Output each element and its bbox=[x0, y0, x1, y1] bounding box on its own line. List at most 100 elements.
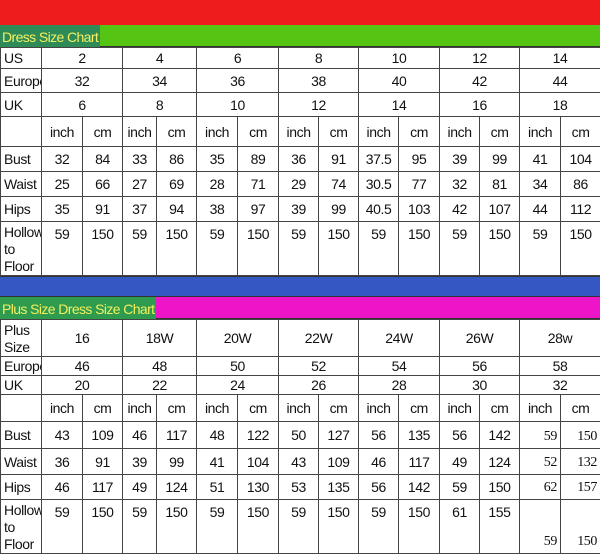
size-value: 28w bbox=[520, 320, 600, 357]
measure-value: 107 bbox=[480, 197, 520, 222]
measure-value: 122 bbox=[238, 422, 279, 449]
measure-value: 89 bbox=[238, 147, 279, 172]
measure-value: 30.5 bbox=[359, 172, 399, 197]
measure-value: 36 bbox=[279, 147, 319, 172]
measure-value: 112 bbox=[561, 197, 600, 222]
measure-value: 95 bbox=[399, 147, 440, 172]
measure-value: 32 bbox=[42, 147, 83, 172]
measure-value: 59 bbox=[359, 222, 399, 276]
measure-value: 59 bbox=[440, 222, 480, 276]
measure-value: 157 bbox=[561, 475, 600, 500]
measure-label: Hollow to Floor bbox=[1, 500, 42, 554]
size-value: 52 bbox=[279, 357, 359, 376]
empty-cell bbox=[1, 395, 42, 422]
measure-label: Waist bbox=[1, 449, 42, 475]
measure-value: 43 bbox=[279, 449, 319, 475]
measure-value: 39 bbox=[440, 147, 480, 172]
size-value: 22 bbox=[123, 376, 197, 395]
measure-value: 104 bbox=[238, 449, 279, 475]
unit-cm: cm bbox=[238, 117, 279, 147]
size-value: 8 bbox=[123, 93, 197, 117]
size-value: 26W bbox=[440, 320, 520, 357]
measure-value: 104 bbox=[561, 147, 600, 172]
measure-label: Bust bbox=[1, 147, 42, 172]
measure-value: 56 bbox=[440, 422, 480, 449]
measure-value: 46 bbox=[123, 422, 157, 449]
measure-label: Bust bbox=[1, 422, 42, 449]
unit-cm: cm bbox=[561, 117, 600, 147]
measure-value: 50 bbox=[279, 422, 319, 449]
measure-value: 39 bbox=[279, 197, 319, 222]
measure-value: 69 bbox=[157, 172, 197, 197]
measure-value: 46 bbox=[42, 475, 83, 500]
measure-label: Hips bbox=[1, 197, 42, 222]
measure-value: 84 bbox=[83, 147, 123, 172]
measure-value: 51 bbox=[197, 475, 238, 500]
measure-value: 27 bbox=[123, 172, 157, 197]
measure-value: 150 bbox=[238, 222, 279, 276]
unit-inch: inch bbox=[197, 117, 238, 147]
measure-value: 59 bbox=[123, 222, 157, 276]
unit-inch: inch bbox=[42, 117, 83, 147]
size-value: 16 bbox=[440, 93, 520, 117]
plus-size-table: Plus Size1618W20W22W24W26W28wEurope46485… bbox=[0, 319, 600, 554]
measure-value: 150 bbox=[561, 500, 600, 554]
size-value: 12 bbox=[440, 48, 520, 69]
size-value: 32 bbox=[42, 69, 123, 93]
measure-value: 59 bbox=[520, 222, 561, 276]
size-value: 42 bbox=[440, 69, 520, 93]
unit-cm: cm bbox=[399, 395, 440, 422]
measure-value: 46 bbox=[359, 449, 399, 475]
unit-inch: inch bbox=[279, 117, 319, 147]
measure-value: 91 bbox=[83, 449, 123, 475]
size-value: 2 bbox=[42, 48, 123, 69]
divider-bar bbox=[0, 276, 600, 297]
unit-cm: cm bbox=[480, 117, 520, 147]
measure-value: 155 bbox=[480, 500, 520, 554]
size-value: 6 bbox=[197, 48, 279, 69]
size-value: 14 bbox=[359, 93, 440, 117]
size-value: 48 bbox=[123, 357, 197, 376]
measure-value: 150 bbox=[157, 500, 197, 554]
measure-value: 59 bbox=[123, 500, 157, 554]
size-value: 20 bbox=[42, 376, 123, 395]
measure-value: 117 bbox=[157, 422, 197, 449]
unit-inch: inch bbox=[359, 395, 399, 422]
size-value: 8 bbox=[279, 48, 359, 69]
size-value: 18 bbox=[520, 93, 600, 117]
measure-value: 56 bbox=[359, 422, 399, 449]
measure-value: 36 bbox=[42, 449, 83, 475]
size-value: 36 bbox=[197, 69, 279, 93]
measure-value: 66 bbox=[83, 172, 123, 197]
measure-value: 142 bbox=[399, 475, 440, 500]
measure-value: 103 bbox=[399, 197, 440, 222]
measure-value: 42 bbox=[440, 197, 480, 222]
measure-value: 53 bbox=[279, 475, 319, 500]
size-value: 26 bbox=[279, 376, 359, 395]
measure-value: 109 bbox=[83, 422, 123, 449]
measure-value: 38 bbox=[197, 197, 238, 222]
size-value: 44 bbox=[520, 69, 600, 93]
measure-value: 59 bbox=[440, 475, 480, 500]
measure-value: 86 bbox=[157, 147, 197, 172]
size-value: 10 bbox=[359, 48, 440, 69]
size-value: 22W bbox=[279, 320, 359, 357]
dress-chart-title: Dress Size Chart bbox=[0, 25, 100, 47]
size-value: 10 bbox=[197, 93, 279, 117]
top-color-bar bbox=[0, 0, 600, 25]
unit-cm: cm bbox=[157, 117, 197, 147]
measure-label: Hollow to Floor bbox=[1, 222, 42, 276]
measure-value: 59 bbox=[42, 222, 83, 276]
measure-value: 135 bbox=[319, 475, 359, 500]
size-row-eu: Europe46485052545658 bbox=[1, 357, 600, 376]
measure-label: Waist bbox=[1, 172, 42, 197]
measure-value: 150 bbox=[83, 222, 123, 276]
unit-inch: inch bbox=[520, 395, 561, 422]
measure-value: 44 bbox=[520, 197, 561, 222]
size-value: 18W bbox=[123, 320, 197, 357]
measure-value: 41 bbox=[197, 449, 238, 475]
measure-value: 71 bbox=[238, 172, 279, 197]
